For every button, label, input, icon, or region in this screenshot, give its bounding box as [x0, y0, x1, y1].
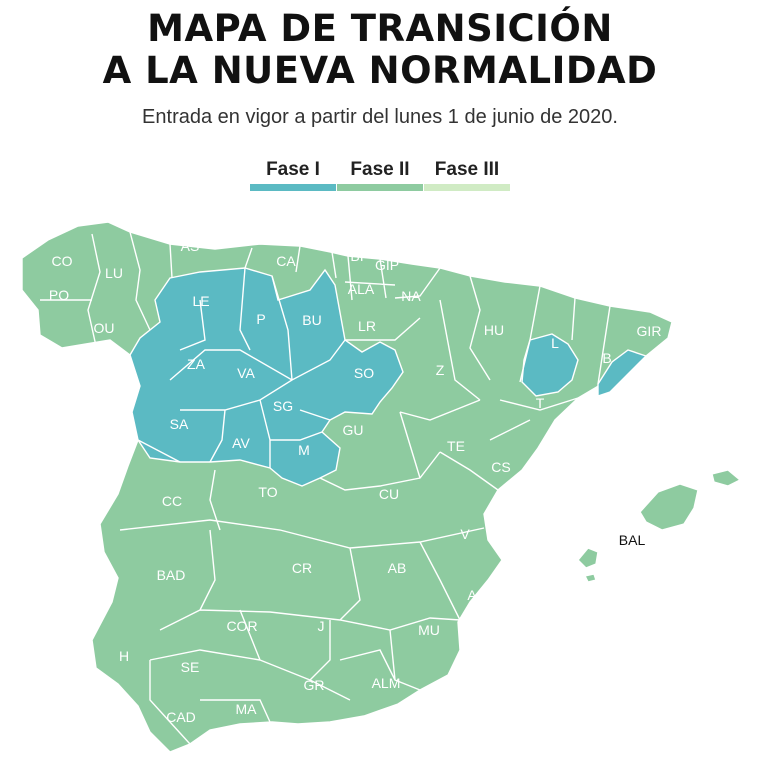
map-title-line2: A LA NUEVA NORMALIDAD: [102, 49, 658, 92]
province-label-po: PO: [49, 287, 69, 303]
province-label-bad: BAD: [157, 567, 186, 583]
province-label-mu: MU: [418, 622, 440, 638]
legend-item-fase1: Fase I: [250, 158, 336, 191]
province-label-za: ZA: [187, 356, 206, 372]
province-label-sg: SG: [273, 398, 293, 414]
island-mallorca: [639, 483, 699, 531]
province-label-cc: CC: [162, 493, 182, 509]
legend-swatch-fase1: [250, 184, 336, 191]
province-label-va: VA: [237, 365, 255, 381]
province-border-lines: [40, 231, 611, 745]
province-label-sa: SA: [170, 416, 189, 432]
province-label-ala: ALA: [348, 281, 375, 297]
province-label-z: Z: [436, 362, 445, 378]
province-label-se: SE: [181, 659, 200, 675]
legend-label-fase3: Fase III: [434, 159, 500, 180]
province-label-av: AV: [232, 435, 250, 451]
province-label-v: V: [460, 526, 470, 542]
island-menorca: [711, 469, 742, 487]
province-label-le: LE: [192, 293, 209, 309]
province-label-cr: CR: [292, 560, 312, 576]
province-label-lr: LR: [358, 318, 376, 334]
province-label-t: T: [536, 395, 545, 411]
province-label-cu: CU: [379, 486, 399, 502]
province-label-ou: OU: [94, 320, 115, 336]
map-title-line1: MAPA DE TRANSICIÓN: [147, 7, 613, 50]
province-label-bal: BAL: [619, 532, 646, 548]
province-label-gip: GIP: [375, 257, 399, 273]
province-label-bi: BI: [350, 248, 363, 264]
province-label-lu: LU: [105, 265, 123, 281]
province-label-cad: CAD: [166, 709, 196, 725]
province-label-gu: GU: [343, 422, 364, 438]
legend-swatch-fase3: [424, 184, 510, 191]
province-label-ab: AB: [388, 560, 407, 576]
province-label-gr: GR: [304, 677, 325, 693]
legend-label-fase2: Fase II: [350, 159, 410, 180]
province-label-a: A: [467, 587, 477, 603]
province-label-alm: ALM: [372, 675, 401, 691]
legend-item-fase2: Fase II: [337, 158, 423, 191]
map-subtitle: Entrada en vigor a partir del lunes 1 de…: [142, 106, 618, 128]
province-label-m: M: [298, 442, 310, 458]
fase1-barcelona: [597, 349, 648, 397]
province-label-ma: MA: [236, 701, 258, 717]
province-label-bu: BU: [302, 312, 321, 328]
province-label-gir: GIR: [637, 323, 662, 339]
province-label-p: P: [256, 311, 265, 327]
province-label-j: J: [318, 618, 325, 634]
island-ibiza: [577, 547, 599, 569]
province-label-to: TO: [258, 484, 277, 500]
province-label-so: SO: [354, 365, 374, 381]
province-borders: [40, 231, 611, 745]
province-label-cs: CS: [491, 459, 510, 475]
legend-swatch-fase2: [337, 184, 423, 191]
province-label-ca: CA: [276, 253, 296, 269]
province-label-te: TE: [447, 438, 465, 454]
province-label-l: L: [551, 335, 559, 351]
province-label-h: H: [119, 648, 129, 664]
province-label-b: B: [602, 350, 611, 366]
province-label-co: CO: [52, 253, 73, 269]
province-label-na: NA: [401, 288, 421, 304]
island-formentera: [583, 573, 597, 583]
province-label-as: AS: [181, 238, 200, 254]
province-label-cor: COR: [226, 618, 257, 634]
legend-label-fase1: Fase I: [266, 159, 320, 180]
legend-item-fase3: Fase III: [424, 158, 510, 191]
province-label-hu: HU: [484, 322, 504, 338]
